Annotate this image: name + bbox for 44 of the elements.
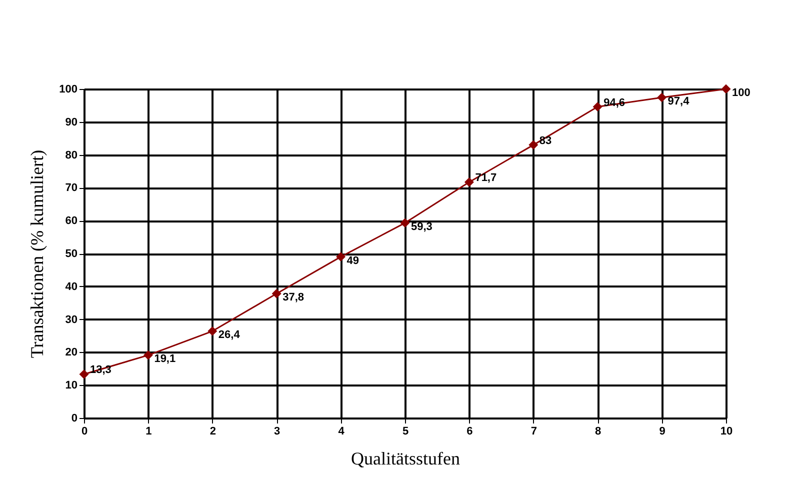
- x-tick-label: 0: [81, 426, 88, 438]
- x-tick-label: 1: [146, 426, 152, 438]
- data-label: 71,7: [475, 172, 497, 184]
- y-tick-label: 40: [65, 280, 78, 293]
- x-tick-label: 6: [466, 426, 473, 438]
- point: [592, 102, 602, 112]
- x-tick-label: 9: [659, 426, 666, 438]
- point: [400, 218, 410, 228]
- x-tick-label: 5: [402, 426, 409, 438]
- point: [208, 326, 218, 336]
- y-tick-label: 0: [71, 412, 78, 424]
- y-axis-title: Transaktionen (% kumuliert): [27, 150, 48, 358]
- data-label: 49: [346, 254, 360, 267]
- y-tick-label: 90: [65, 116, 78, 128]
- data-label: 37,8: [282, 292, 304, 304]
- data-label: 100: [732, 87, 750, 99]
- y-tick-label: 50: [65, 248, 78, 260]
- point: [143, 350, 153, 360]
- point: [721, 84, 731, 94]
- y-tick-label: 20: [65, 346, 78, 359]
- y-tick-label: 70: [65, 182, 78, 194]
- x-tick-label: 2: [210, 426, 216, 438]
- point: [336, 252, 346, 262]
- y-tick-label: 30: [65, 314, 78, 326]
- point: [464, 177, 474, 187]
- data-label: 59,3: [411, 220, 432, 233]
- point: [79, 370, 89, 379]
- y-tick-label: 80: [65, 149, 78, 162]
- data-label: 97,4: [668, 96, 690, 108]
- x-tick-label: 7: [530, 426, 537, 438]
- x-tick-label: 8: [595, 426, 602, 438]
- point: [657, 92, 667, 102]
- y-tick-label: 10: [65, 380, 78, 392]
- data-label: 83: [539, 134, 552, 147]
- data-label: 26,4: [218, 329, 241, 342]
- x-tick-label: 4: [338, 426, 346, 438]
- x-axis-title: Qualitätsstufen: [351, 448, 460, 468]
- y-tick-label: 60: [65, 215, 78, 228]
- x-tick-label: 3: [274, 426, 280, 438]
- point: [528, 140, 538, 150]
- y-tick-label: 100: [59, 84, 78, 96]
- x-tick-label: 10: [720, 426, 733, 438]
- data-label: 19,1: [154, 353, 176, 366]
- point: [272, 288, 282, 298]
